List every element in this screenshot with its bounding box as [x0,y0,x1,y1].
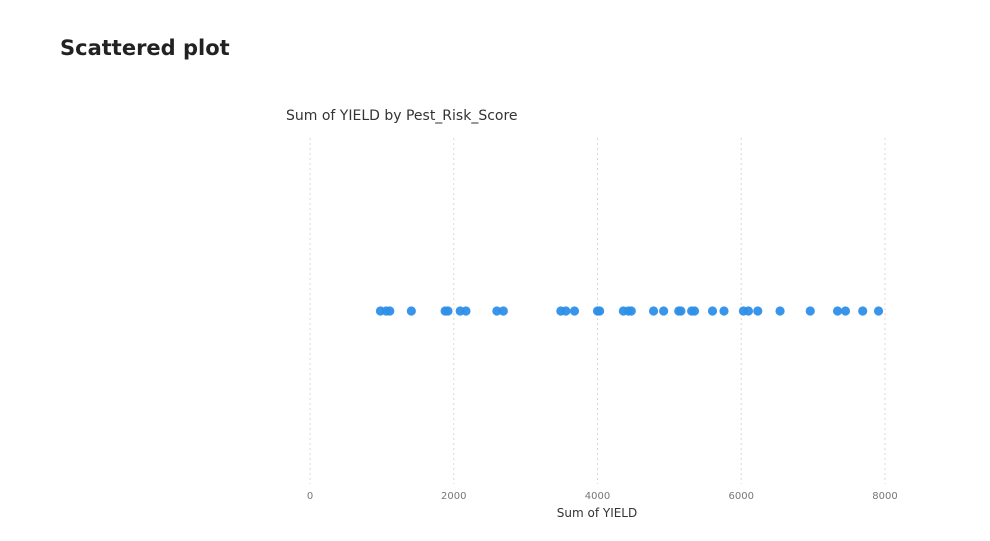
data-point[interactable] [676,306,686,316]
x-tick-label: 6000 [729,491,754,502]
data-point[interactable] [707,306,718,316]
data-point[interactable] [743,306,754,316]
data-point[interactable] [461,306,471,316]
x-tick-label: 8000 [872,491,897,502]
page-title: Scattered plot [60,36,230,60]
data-point[interactable] [805,306,815,316]
data-point[interactable] [775,306,785,316]
data-point[interactable] [832,306,843,316]
data-point[interactable] [443,306,453,316]
data-point[interactable] [492,306,502,316]
data-point[interactable] [648,306,659,316]
data-point[interactable] [498,306,508,316]
chart-title: Sum of YIELD by Pest_Risk_Score [286,108,518,124]
data-point[interactable] [689,306,700,316]
data-point[interactable] [561,306,571,316]
data-point[interactable] [873,306,884,316]
data-points [375,306,884,316]
data-point[interactable] [719,306,729,316]
x-tick-label: 4000 [585,491,610,502]
data-point[interactable] [840,306,851,316]
data-point[interactable] [858,306,868,316]
data-point[interactable] [406,306,416,316]
x-tick-label: 0 [307,491,313,502]
data-point[interactable] [385,306,395,316]
data-point[interactable] [626,306,636,316]
x-tick-label: 2000 [441,491,466,502]
data-point[interactable] [569,306,580,316]
x-axis-title: Sum of YIELD [557,506,637,520]
data-point[interactable] [595,306,605,316]
data-point[interactable] [659,306,669,316]
data-point[interactable] [753,306,763,316]
x-axis-ticks: 0 2000 4000 6000 8000 [307,491,898,502]
